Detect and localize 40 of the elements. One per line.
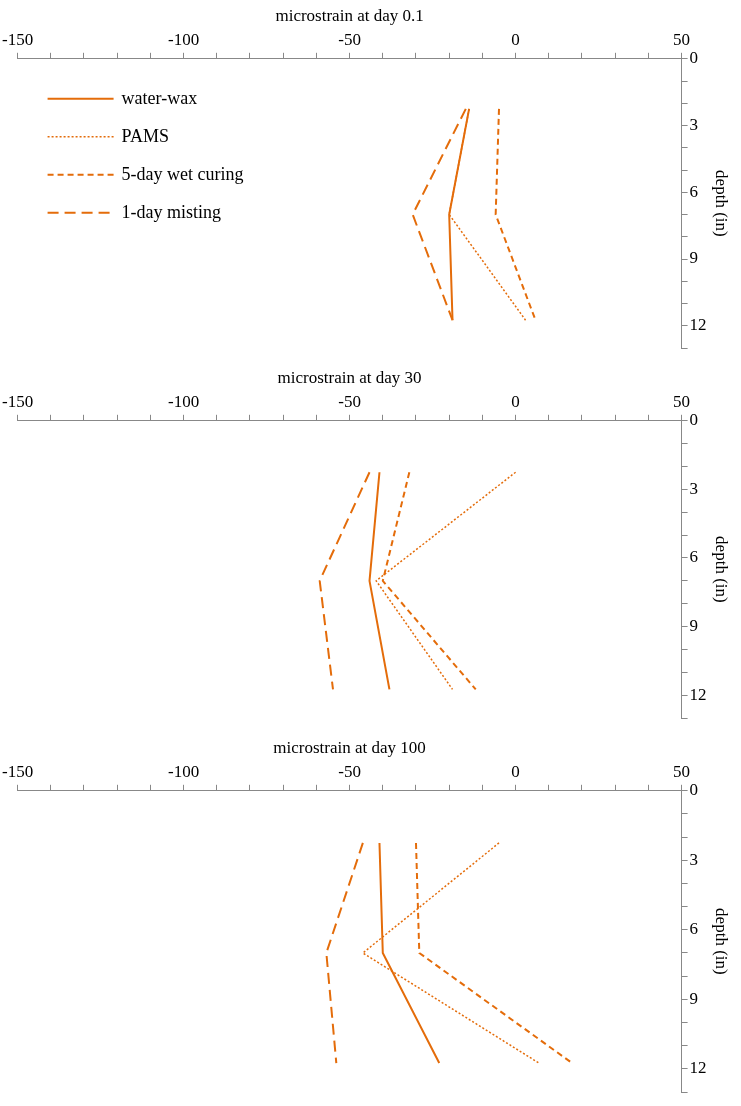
y-axis-title: depth (in) <box>712 536 732 603</box>
y-tick-label: 3 <box>689 478 699 498</box>
legend-label: 5-day wet curing <box>121 163 244 184</box>
x-tick-label: 50 <box>673 30 691 50</box>
x-axis-title: microstrain at day 30 <box>277 367 422 387</box>
y-tick-label: 0 <box>689 410 699 430</box>
x-tick-label: -100 <box>168 392 200 412</box>
legend-label: 1-day misting <box>121 201 222 222</box>
y-tick-label: 9 <box>689 988 699 1008</box>
y-axis-title: depth (in) <box>712 908 732 975</box>
y-tick-label: 6 <box>689 919 699 939</box>
y-tick-label: 9 <box>689 248 699 268</box>
y-axis-title: depth (in) <box>712 170 732 237</box>
x-axis-title: microstrain at day 0.1 <box>275 5 424 25</box>
x-tick-label: 50 <box>673 762 691 782</box>
legend-label: water-wax <box>121 87 198 108</box>
y-tick-label: 3 <box>689 115 699 135</box>
x-tick-label: -150 <box>1 392 34 412</box>
x-tick-label: -50 <box>338 392 361 412</box>
y-tick-label: 9 <box>689 616 699 636</box>
y-tick-label: 0 <box>689 48 699 68</box>
y-tick-label: 6 <box>689 547 699 567</box>
x-tick-label: -50 <box>338 30 361 50</box>
y-tick-label: 12 <box>689 1058 707 1078</box>
x-tick-label: 0 <box>511 762 520 782</box>
y-tick-label: 12 <box>689 315 707 335</box>
x-tick-label: -50 <box>338 762 361 782</box>
x-tick-label: 50 <box>673 392 691 412</box>
x-tick-label: -100 <box>168 762 200 782</box>
x-axis-title: microstrain at day 100 <box>273 737 426 757</box>
y-tick-label: 0 <box>689 780 699 800</box>
x-tick-label: -150 <box>1 762 34 782</box>
x-tick-label: -100 <box>168 30 200 50</box>
x-tick-label: 0 <box>511 392 520 412</box>
x-tick-label: -150 <box>1 30 34 50</box>
y-tick-label: 3 <box>689 849 699 869</box>
y-tick-label: 6 <box>689 181 699 201</box>
legend-label: PAMS <box>121 125 169 146</box>
x-tick-label: 0 <box>511 30 520 50</box>
y-tick-label: 12 <box>689 684 707 704</box>
